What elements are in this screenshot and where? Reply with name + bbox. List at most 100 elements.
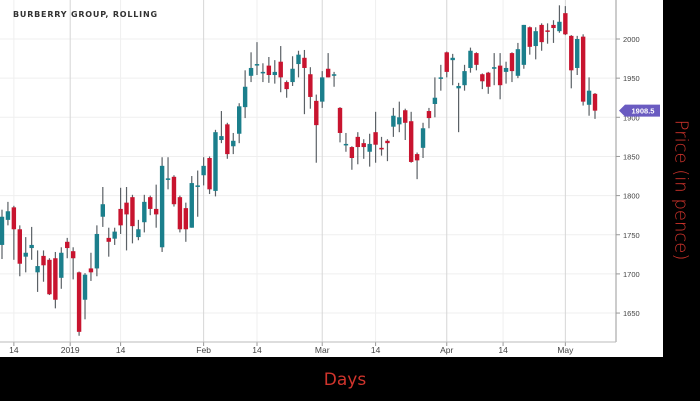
candle-body [183,208,189,230]
last-price-badge [619,104,660,117]
candle-body [320,77,325,102]
candle-body [142,201,147,223]
candle-body [124,202,129,215]
candle [0,209,5,260]
candle-body [219,136,224,141]
candle [17,225,22,277]
candle-body [159,165,165,248]
candle-body [468,50,473,68]
candle-body [70,251,76,259]
candle-body [432,97,438,104]
candle-body [88,268,94,273]
candle [586,77,592,116]
candle [136,219,141,241]
candle [302,49,307,115]
candle-body [148,197,153,209]
y-tick-label: 1650 [623,309,640,318]
candle [314,94,319,163]
last-price-label: 1908.5 [632,107,655,116]
candle [183,202,189,242]
candle-body [444,52,449,72]
x-tick-label: 2019 [61,345,80,355]
candle [438,64,444,91]
candle [444,51,449,78]
candle [569,35,574,89]
candle-body [41,255,46,266]
candle [171,175,177,207]
x-tick-label: 14 [371,345,381,355]
candle [533,27,538,60]
x-tick-label: 14 [9,345,19,355]
candle [580,34,586,106]
candle [219,111,224,144]
candle [112,227,117,245]
chart-panel: 1650 1700 1750 1800 1850 1900 1950 2000 14 2019 14… [0,0,663,357]
candle [23,237,28,273]
candle [337,107,343,143]
candle-body [491,67,497,69]
candle-body [106,237,111,242]
candle [592,93,598,119]
candle [231,132,236,155]
candle [213,129,218,197]
candle-body [237,106,242,134]
candle [379,136,384,156]
candle-body [308,74,313,97]
candle-body [474,53,479,65]
candle-body [480,74,485,82]
y-tick-label: 1700 [623,270,640,279]
candle [575,35,580,76]
candle-body [515,49,521,76]
candle [159,157,165,252]
candle [248,52,254,83]
candle [124,186,129,251]
candle [367,133,372,167]
candle [242,70,248,119]
candle-body [462,71,467,86]
candle [545,23,550,44]
candle [468,47,473,73]
candle [88,252,94,281]
candle [432,77,438,118]
candle-body [23,252,28,257]
candle [308,67,313,109]
candle-body [331,74,337,76]
candle-body [403,110,408,123]
candle-body [592,93,598,111]
candle [272,60,277,84]
candle-body [385,140,390,144]
candle [142,194,147,233]
candle [130,194,135,244]
candle-body [153,208,159,215]
y-tick-label: 1850 [623,152,640,161]
candle-body [177,197,183,230]
candle [563,6,568,36]
candle-body [302,57,307,68]
x-tick-label: 14 [498,345,508,355]
candle [35,250,40,292]
candle [391,107,396,137]
candle-body [100,204,106,217]
candle-body [136,229,141,238]
candle-body [284,82,289,90]
candle [237,103,242,144]
x-tick-label: May [557,345,574,355]
candle [497,53,503,100]
candle-body [195,185,200,187]
candle [539,23,544,51]
candle-body [349,147,355,159]
candle-body [539,24,544,43]
candle-body [355,136,360,148]
candle-body [509,53,515,72]
candle-body [112,231,117,239]
x-tick-label: 14 [252,345,262,355]
y-axis-title: Price (in pence) [670,119,692,261]
candle [47,258,52,296]
candle [195,170,200,217]
candle [189,176,194,228]
candle [106,227,111,257]
candle-body [130,197,135,227]
candle-body [563,13,568,35]
y-tick-label: 1900 [623,113,640,122]
candle-body [325,68,331,78]
